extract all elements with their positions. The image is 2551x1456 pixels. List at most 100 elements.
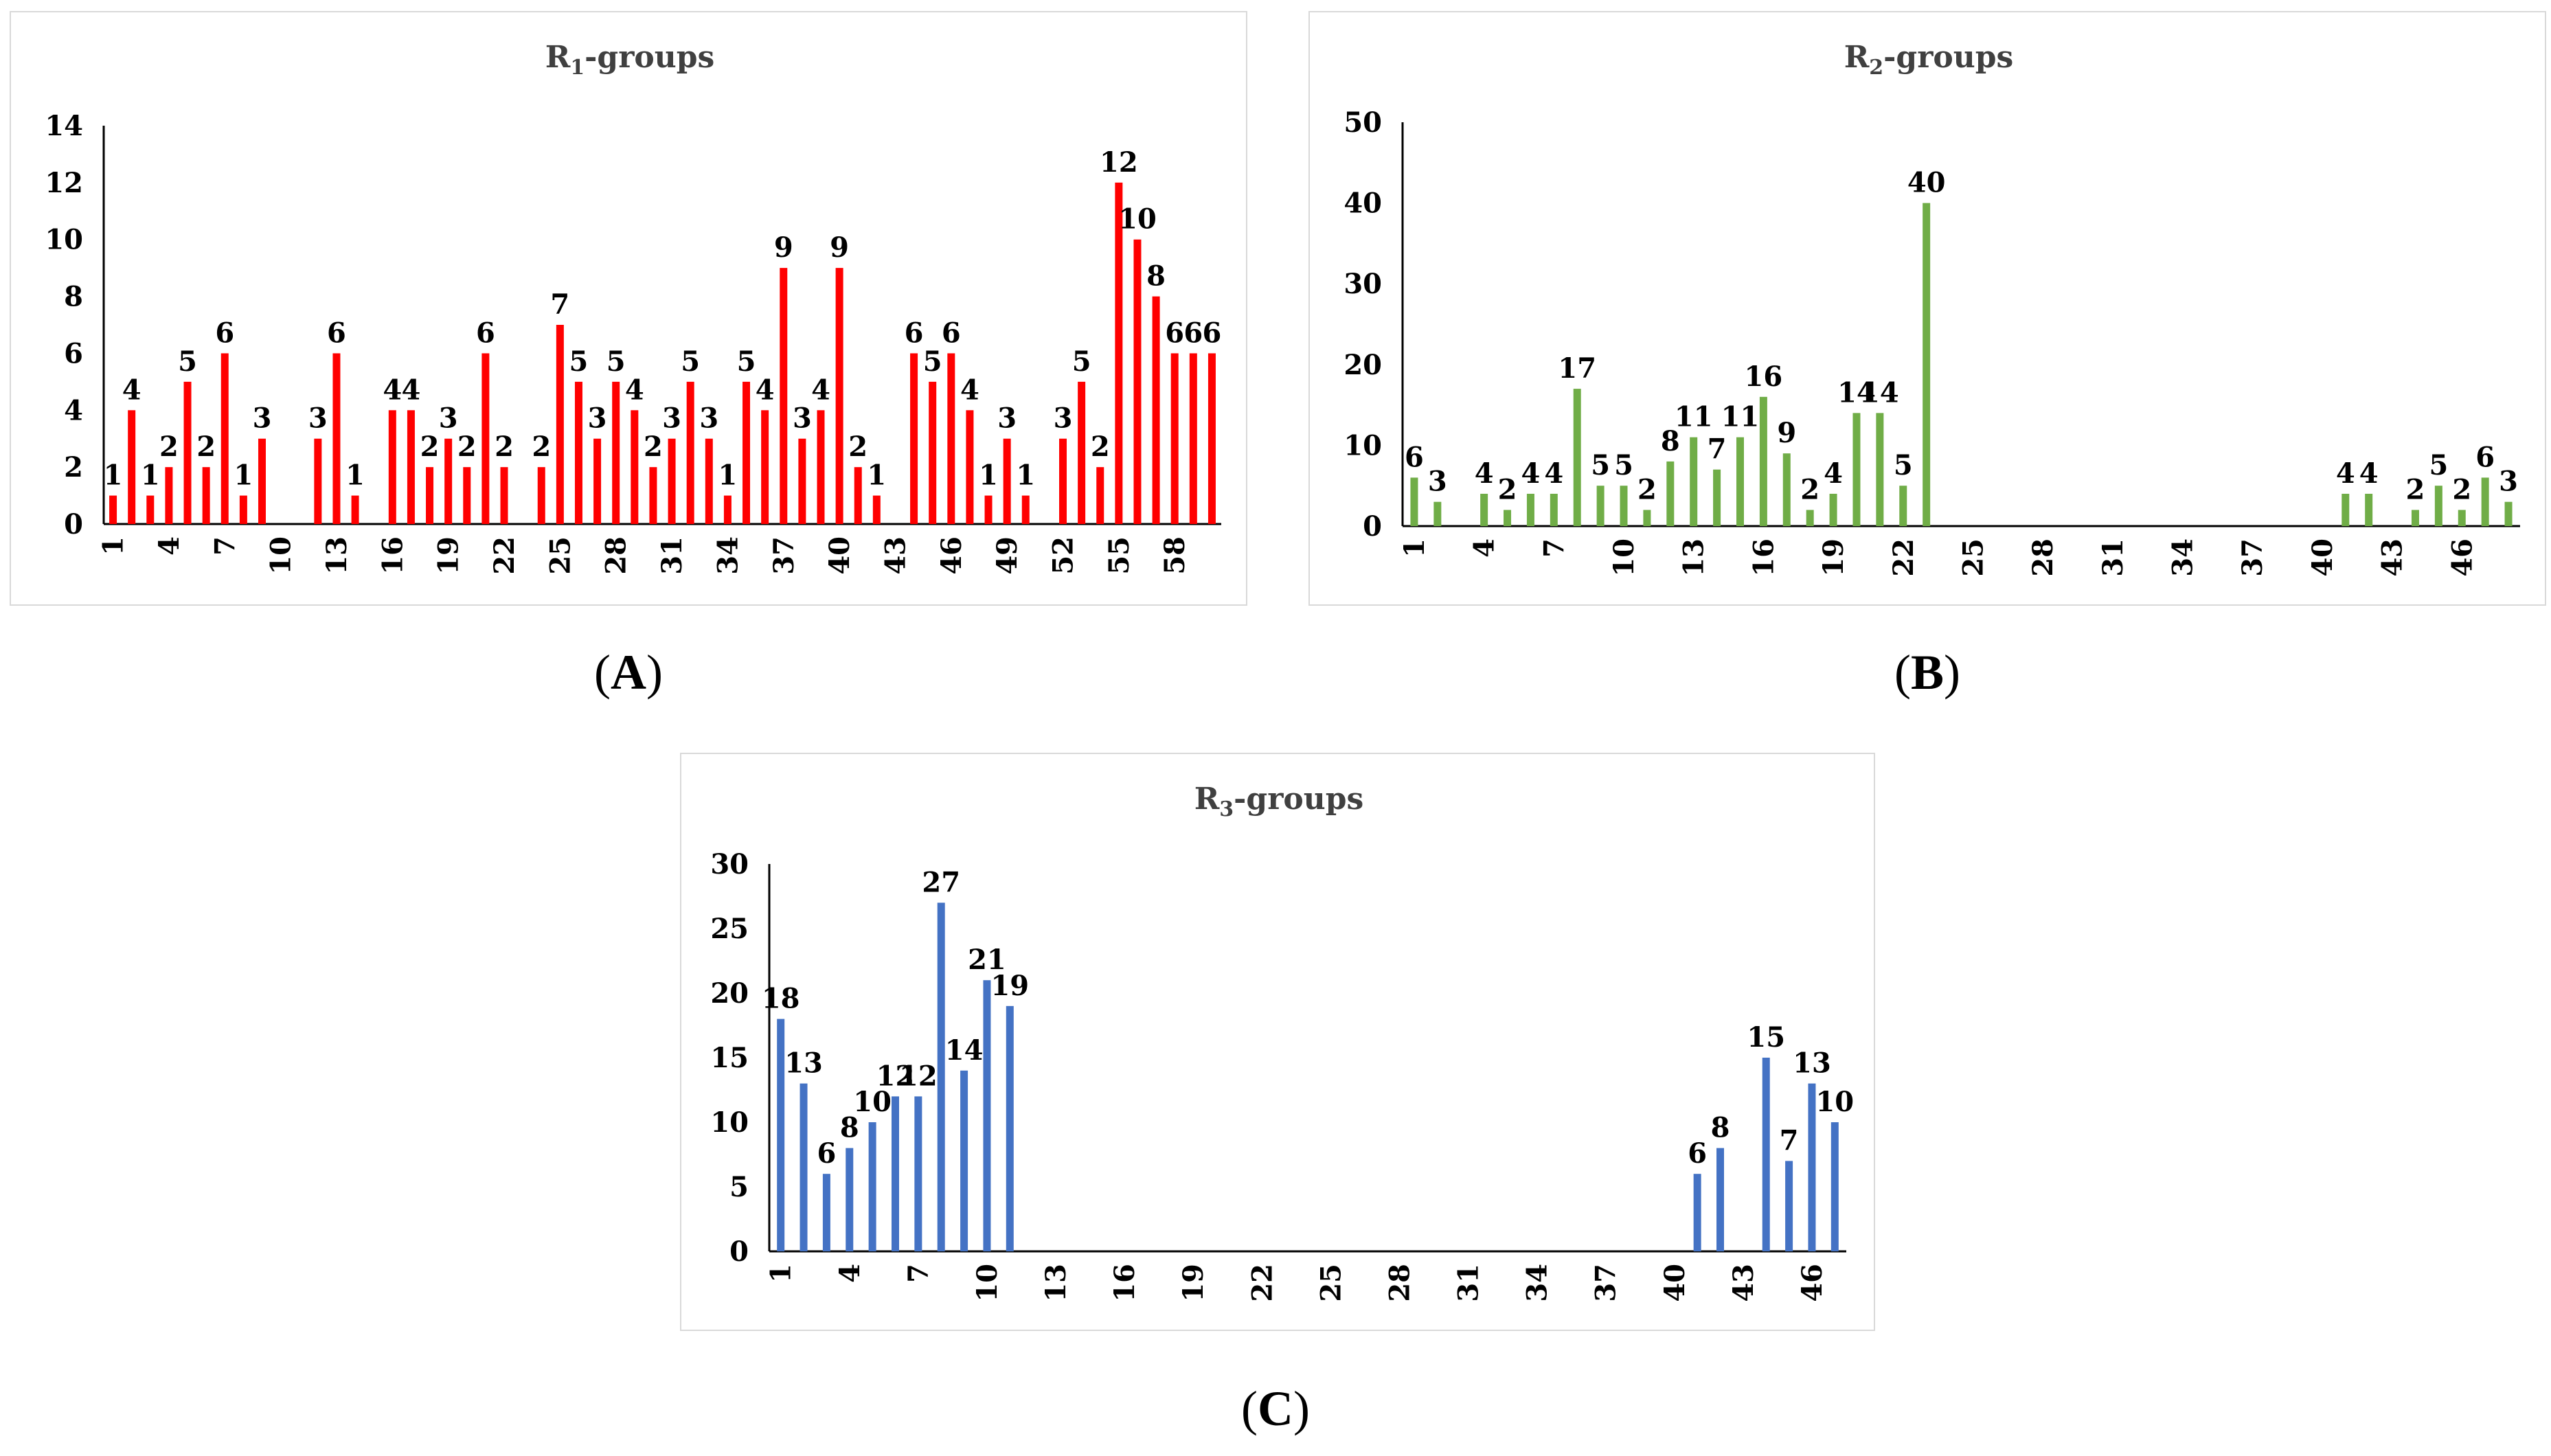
data-label-r2-10: 5 [1614, 449, 1633, 481]
data-label-r1-25: 7 [550, 288, 569, 321]
bar-r1-20 [463, 467, 471, 524]
x-tick-label: 22 [1246, 1264, 1278, 1302]
bar-r1-3 [146, 495, 155, 524]
x-tick-label: 7 [209, 536, 241, 556]
data-label-r1-27: 3 [588, 402, 607, 435]
bar-r1-26 [574, 381, 582, 524]
data-label-r1-18: 2 [420, 431, 440, 463]
data-label-r3-8: 27 [922, 866, 960, 898]
bar-r2-45 [2434, 486, 2442, 526]
x-tick-label: 7 [1538, 538, 1570, 558]
x-tick-label: 4 [1469, 538, 1501, 558]
panel-label-b-text: (B) [1894, 645, 1960, 700]
bar-r2-48 [2504, 501, 2513, 526]
data-label-r2-13: 11 [1675, 401, 1713, 433]
data-label-r2-15: 11 [1721, 401, 1760, 433]
bar-r2-14 [1713, 469, 1721, 526]
y-tick-label: 4 [64, 394, 83, 426]
bar-r1-45 [929, 381, 937, 524]
x-tick-label: 43 [2377, 538, 2409, 577]
bar-r3-42 [1716, 1148, 1725, 1251]
data-label-r3-5: 10 [853, 1086, 892, 1118]
bar-r2-5 [1504, 510, 1512, 526]
bar-r2-20 [1852, 413, 1861, 526]
bar-r3-4 [846, 1148, 854, 1251]
data-label-r2-46: 2 [2452, 473, 2471, 505]
data-label-r1-52: 3 [1054, 402, 1073, 435]
data-label-r2-14: 7 [1708, 433, 1727, 466]
bar-r1-31 [668, 438, 676, 524]
data-label-r1-50: 1 [1016, 459, 1035, 492]
data-label-r3-3: 6 [817, 1137, 836, 1170]
bar-r1-41 [854, 467, 862, 524]
chart-title-r1: R1-groups [545, 40, 715, 80]
y-tick-label: 0 [1363, 510, 1382, 543]
chart-panel-r2-groups: R2-groups 0 10 20 30 40 50 1 4 7 10 13 16 19 22 25 28 31 3… [1308, 11, 2546, 606]
data-label-r3-1: 18 [762, 983, 800, 1015]
data-label-r2-45: 5 [2429, 449, 2448, 481]
bar-r3-46 [1808, 1083, 1816, 1251]
bar-r3-10 [983, 980, 991, 1251]
bar-r1-58 [1170, 353, 1179, 524]
bar-r2-46 [2458, 510, 2466, 526]
bar-r2-47 [2481, 477, 2489, 526]
data-label-r1-33: 3 [699, 402, 718, 435]
bar-r1-48 [984, 495, 993, 524]
data-label-r1-4: 2 [159, 431, 179, 463]
bar-r2-7 [1550, 493, 1558, 526]
bar-r2-22 [1899, 486, 1907, 526]
x-tick-label: 13 [1678, 538, 1710, 577]
bar-r1-44 [910, 353, 918, 524]
data-label-r1-54: 2 [1091, 431, 1110, 463]
bar-r3-2 [800, 1083, 808, 1251]
data-label-r3-9: 14 [945, 1034, 984, 1067]
data-label-r1-19: 3 [439, 402, 458, 435]
x-tick-label: 55 [1103, 536, 1135, 575]
data-label-r1-5: 5 [178, 345, 197, 378]
data-label-r2-1: 6 [1405, 441, 1424, 473]
x-tick-label: 13 [321, 536, 353, 575]
x-tick-label: 43 [1727, 1264, 1760, 1302]
y-tick-label: 15 [710, 1042, 749, 1074]
bar-r1-22 [500, 467, 508, 524]
data-label-r1-46: 6 [942, 317, 961, 349]
data-label-r1-7: 6 [215, 317, 234, 349]
y-tick-label: 20 [1343, 349, 1382, 381]
x-tick-label: 28 [2027, 538, 2059, 577]
bar-r1-33 [705, 438, 713, 524]
x-tick-label: 10 [971, 1264, 1004, 1302]
panel-label-a: (A) [560, 644, 697, 701]
bar-r2-2 [1433, 501, 1442, 526]
panel-label-c-text: (C) [1241, 1381, 1310, 1436]
data-label-r1-34: 1 [718, 459, 737, 492]
x-tick-label: 25 [544, 536, 576, 575]
bar-r2-11 [1643, 510, 1651, 526]
bar-r1-29 [631, 410, 639, 524]
y-tick-label: 10 [45, 224, 83, 256]
x-tick-label: 40 [1659, 1264, 1691, 1302]
data-label-r1-35: 5 [737, 345, 756, 378]
bar-r2-6 [1526, 493, 1534, 526]
y-tick-label: 50 [1343, 106, 1382, 139]
bar-r1-52 [1059, 438, 1067, 524]
data-label-r2-20: 14 [1837, 376, 1876, 409]
bar-r3-9 [960, 1070, 968, 1251]
x-tick-label: 31 [656, 536, 688, 575]
data-label-r1-14: 1 [345, 459, 365, 492]
bar-r2-42 [2365, 493, 2373, 526]
data-label-r1-56: 10 [1118, 203, 1157, 236]
x-tick-label: 22 [1887, 538, 1920, 577]
bar-r1-39 [817, 410, 825, 524]
data-label-r2-44: 2 [2406, 473, 2425, 505]
x-tick-label: 34 [2167, 538, 2199, 577]
data-label-r1-44: 6 [905, 317, 924, 349]
y-tick-label: 25 [710, 913, 749, 945]
y-tick-label: 0 [64, 508, 83, 541]
x-tick-label: 43 [879, 536, 911, 575]
data-label-r2-5: 2 [1498, 473, 1517, 505]
x-tick-label: 34 [712, 536, 744, 575]
data-label-r2-21: 14 [1861, 376, 1899, 409]
bar-r2-44 [2411, 510, 2419, 526]
x-tick-label: 37 [1590, 1264, 1622, 1302]
